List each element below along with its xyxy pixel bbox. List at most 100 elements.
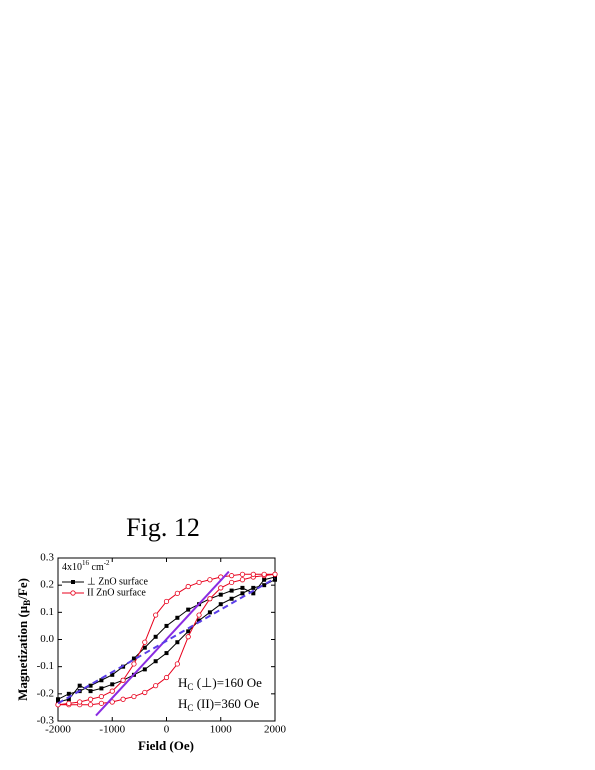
annotation: HC (II)=360 Oe <box>178 696 260 713</box>
series-line <box>57 577 276 705</box>
y-axis-label-part: B <box>22 600 32 606</box>
annotation-part: C <box>187 682 193 692</box>
marker <box>153 659 158 664</box>
x-tick-label: 1000 <box>210 724 233 736</box>
marker <box>98 693 105 700</box>
marker <box>56 697 60 702</box>
marker <box>109 688 115 694</box>
marker <box>66 700 72 706</box>
y-tick-label: 0.1 <box>40 606 54 618</box>
marker <box>197 618 202 623</box>
marker <box>70 590 76 596</box>
marker <box>261 571 267 577</box>
marker <box>229 596 234 601</box>
marker <box>77 699 83 705</box>
marker <box>163 674 170 681</box>
marker <box>218 602 223 607</box>
marker <box>262 583 267 588</box>
marker <box>88 689 93 694</box>
annotation-part: 4x10 <box>62 562 82 573</box>
marker <box>120 677 126 683</box>
marker <box>71 580 75 584</box>
marker <box>174 590 180 596</box>
annotation: HC (⊥)=160 Oe <box>178 675 262 692</box>
marker <box>240 591 245 596</box>
marker <box>207 577 213 583</box>
annotation-part: C <box>187 703 193 713</box>
marker <box>87 696 94 702</box>
marker <box>273 575 277 580</box>
marker <box>185 583 191 590</box>
marker <box>142 689 148 696</box>
marker <box>56 699 60 704</box>
annotation-part: (⊥)=160 Oe <box>193 675 262 690</box>
marker <box>164 623 169 628</box>
marker <box>66 697 71 702</box>
marker <box>99 686 104 691</box>
y-tick-label: 0.2 <box>40 579 54 591</box>
y-tick-label: 0.0 <box>40 633 54 645</box>
marker <box>218 592 223 597</box>
marker <box>196 579 202 586</box>
marker <box>142 645 147 650</box>
marker <box>131 656 136 661</box>
marker <box>98 700 105 706</box>
marker <box>196 612 202 618</box>
marker <box>120 696 126 702</box>
marker <box>240 585 245 590</box>
x-tick-label: 0 <box>164 724 170 736</box>
marker <box>239 577 246 583</box>
marker <box>185 634 191 640</box>
marker <box>273 577 277 582</box>
marker <box>164 651 169 656</box>
y-axis-label: Magnetization (μB/Fe) <box>15 578 32 701</box>
marker <box>142 667 147 672</box>
annotation-part: (II)=360 Oe <box>193 696 259 711</box>
marker <box>163 598 170 605</box>
legend-entry: ⊥ ZnO surface <box>62 576 148 587</box>
marker <box>142 639 148 645</box>
y-tick-label: -0.1 <box>37 660 54 672</box>
annotation: 4x1016 cm-2 <box>62 559 110 574</box>
marker <box>131 693 137 700</box>
marker <box>207 610 212 615</box>
marker <box>77 683 82 688</box>
figure-label: Fig. 12 <box>126 513 200 542</box>
marker <box>174 661 180 667</box>
x-tick-label: -2000 <box>45 724 71 736</box>
marker <box>251 585 256 590</box>
y-tick-label: -0.2 <box>37 687 54 699</box>
marker <box>153 612 159 618</box>
annotation-part: 16 <box>82 559 90 567</box>
annotation-part: H <box>178 675 187 690</box>
legend-label: ⊥ ZnO surface <box>87 576 148 587</box>
marker <box>186 629 191 634</box>
marker <box>110 682 115 687</box>
annotation-part: -2 <box>104 559 110 567</box>
marker <box>207 596 213 602</box>
marker <box>186 607 191 612</box>
marker <box>99 678 104 683</box>
marker <box>66 691 71 696</box>
marker <box>229 588 234 593</box>
marker <box>262 577 267 582</box>
marker <box>229 573 235 579</box>
x-axis-label: Field (Oe) <box>138 738 194 753</box>
marker <box>272 571 278 577</box>
x-tick-label: -1000 <box>99 724 125 736</box>
annotation-part: cm <box>89 562 104 573</box>
marker <box>218 585 224 591</box>
marker <box>175 615 180 620</box>
marker <box>251 591 256 596</box>
legend-label: II ZnO surface <box>87 587 146 598</box>
marker <box>229 579 235 586</box>
marker <box>131 661 137 667</box>
y-axis-label-part: Magnetization (μ <box>15 605 30 701</box>
legend-entry: II ZnO surface <box>62 587 146 598</box>
marker <box>87 702 94 708</box>
marker <box>109 699 115 705</box>
annotation-part: H <box>178 696 187 711</box>
marker <box>175 640 180 645</box>
marker <box>153 634 158 639</box>
